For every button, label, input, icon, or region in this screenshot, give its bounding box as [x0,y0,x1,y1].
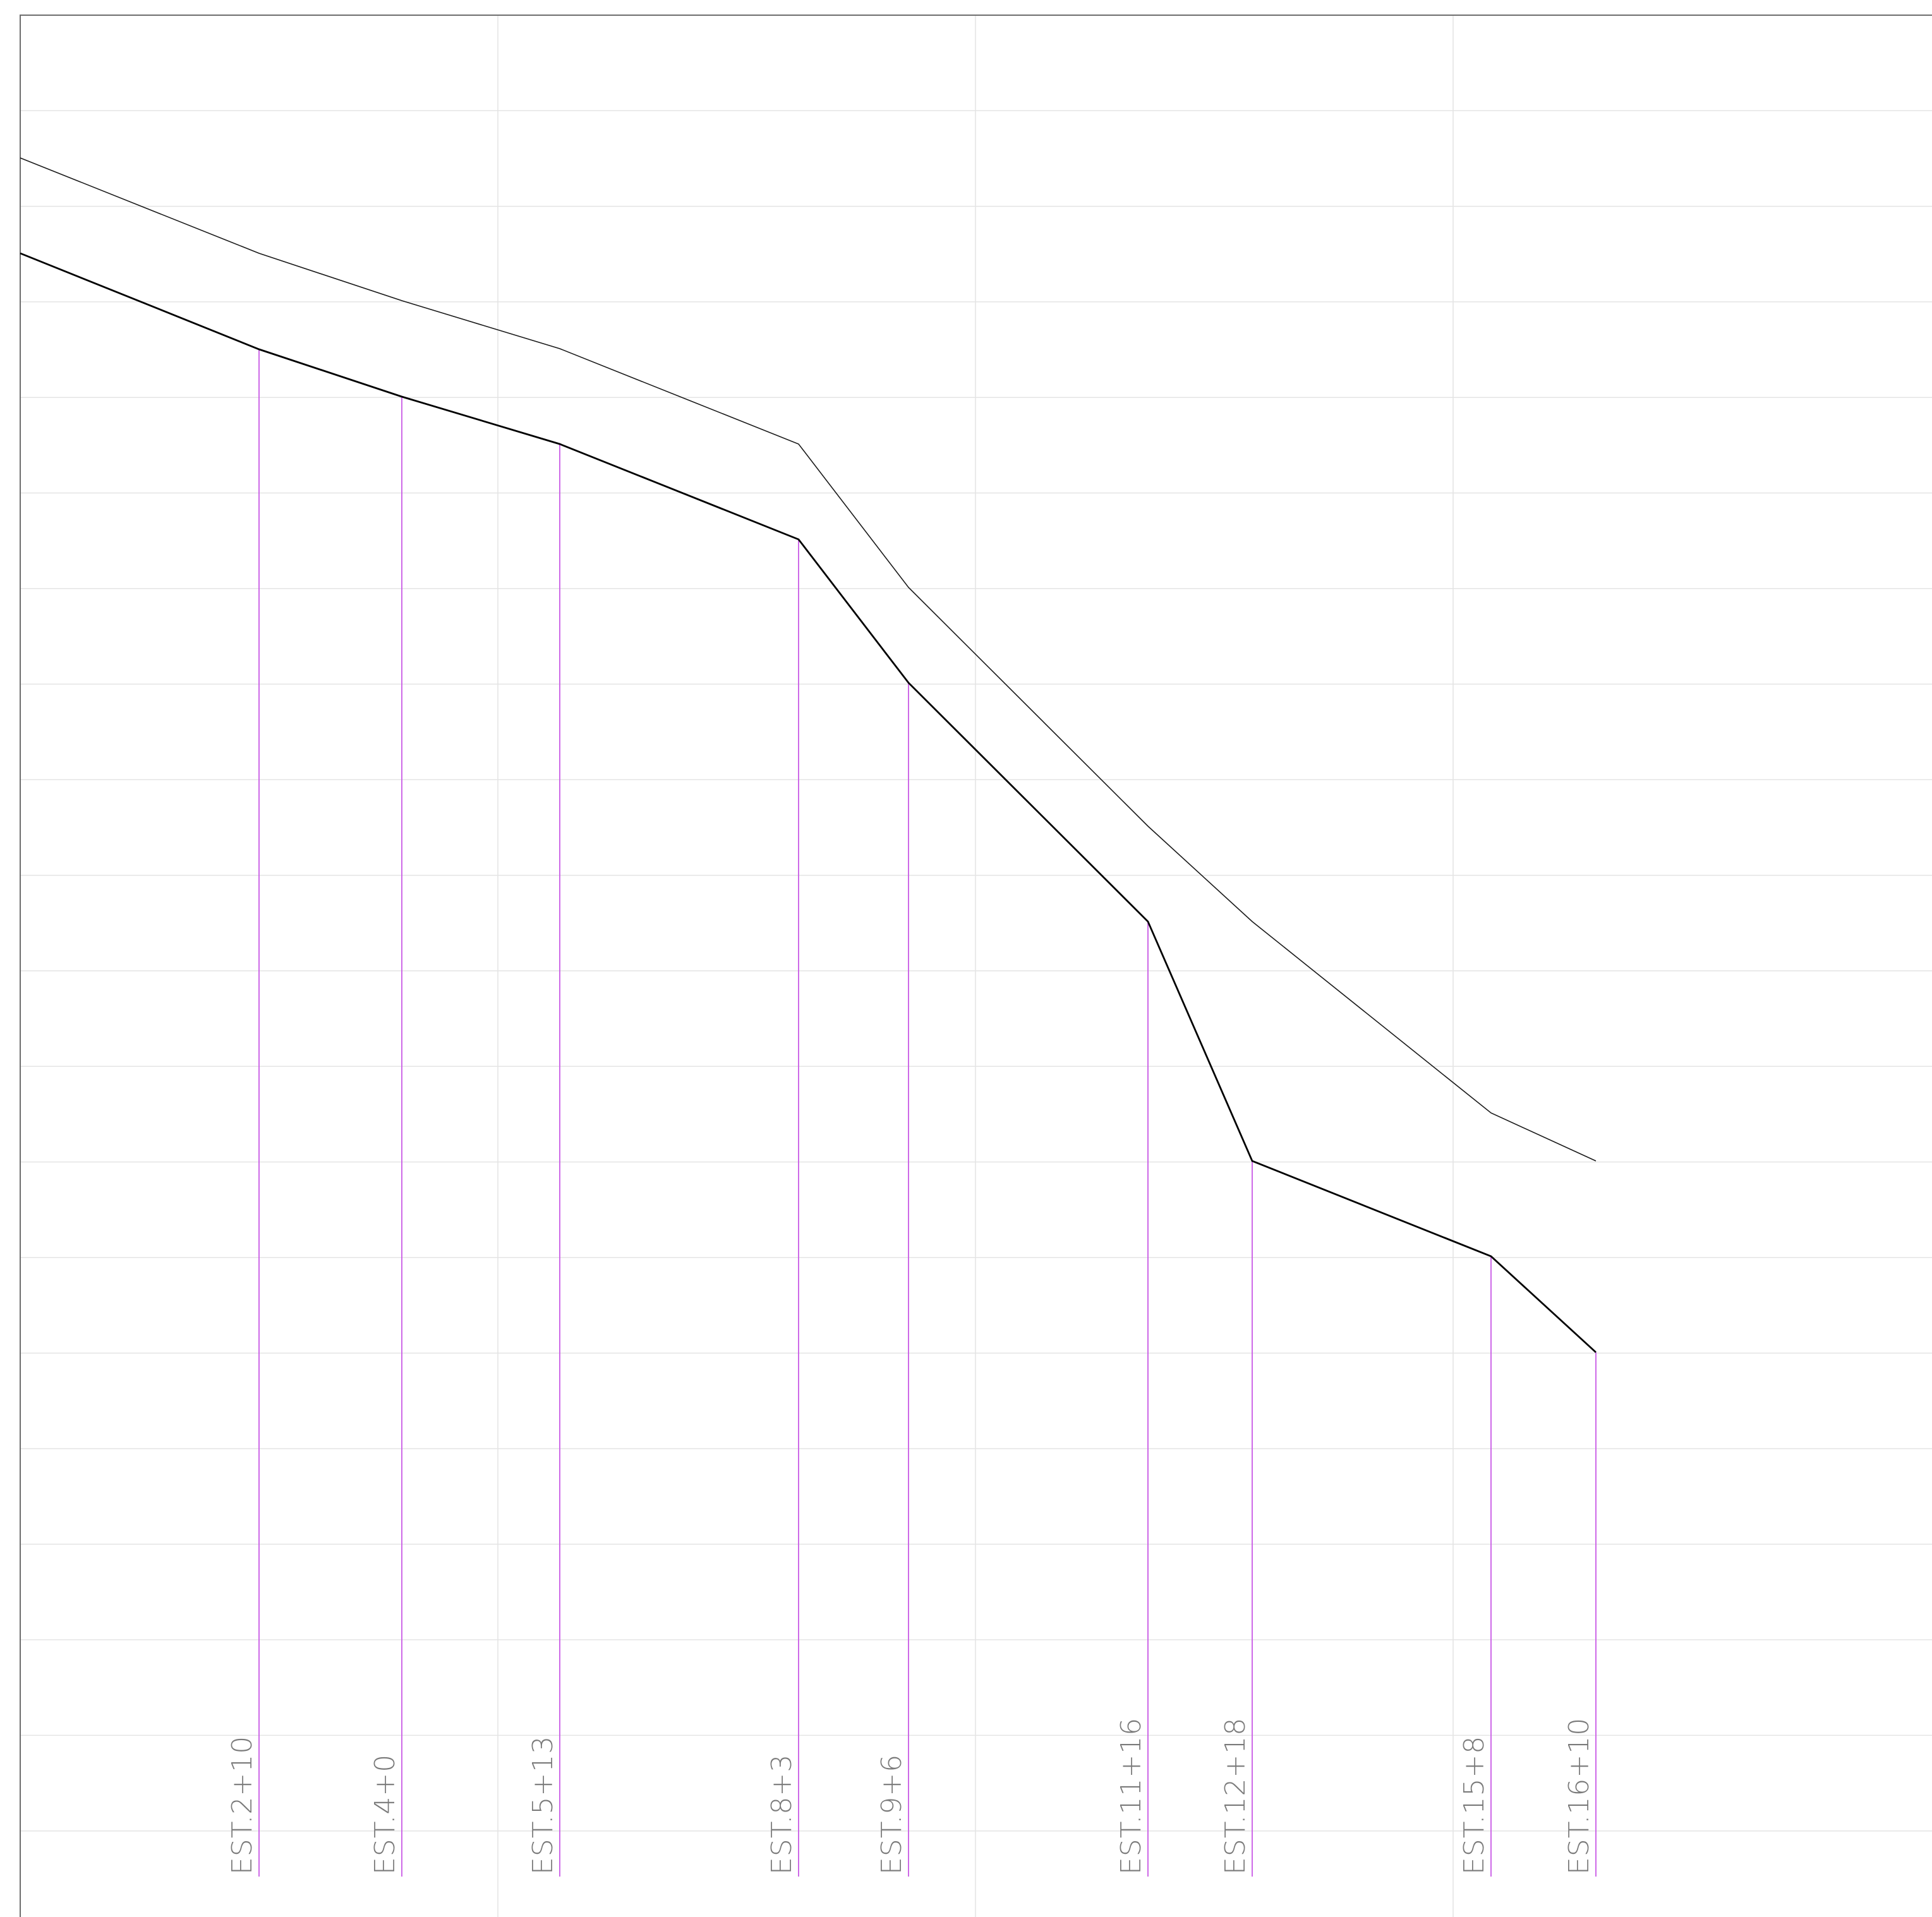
lower-profile-line [20,252,1597,1354]
station-label: EST.11+16 [1115,1717,1147,1875]
station-label: EST.5+13 [527,1736,559,1875]
station-label: EST.16+10 [1563,1717,1595,1875]
station-label: EST.2+10 [226,1736,258,1875]
grid [20,15,1932,1917]
upper-ground-line [20,157,1597,1162]
station-label: EST.15+8 [1458,1736,1490,1875]
station-label: EST.12+18 [1219,1717,1252,1875]
station-label: EST.8+3 [766,1754,798,1875]
station-labels: EST.2+10 EST.4+0 EST.5+13 EST.8+3 EST.9+… [226,1717,1595,1875]
station-label: EST.9+6 [876,1754,908,1875]
station-label: EST.4+0 [369,1754,401,1875]
drawing-frame [20,15,1932,1917]
station-lines [258,349,1597,1877]
